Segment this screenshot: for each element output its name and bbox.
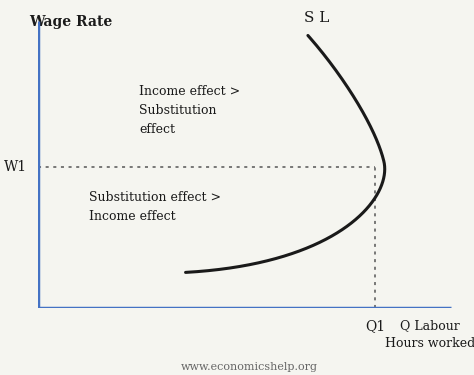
Text: Hours worked: Hours worked [385, 337, 474, 350]
Text: Q Labour: Q Labour [401, 319, 460, 332]
Text: Income effect >
Substitution
effect: Income effect > Substitution effect [139, 85, 240, 136]
Text: www.economicshelp.org: www.economicshelp.org [180, 362, 318, 372]
Text: Substitution effect >
Income effect: Substitution effect > Income effect [89, 190, 220, 222]
Text: Q1: Q1 [365, 319, 385, 333]
Text: W1: W1 [4, 160, 27, 174]
Text: S L: S L [304, 11, 329, 25]
Text: Wage Rate: Wage Rate [29, 15, 113, 29]
